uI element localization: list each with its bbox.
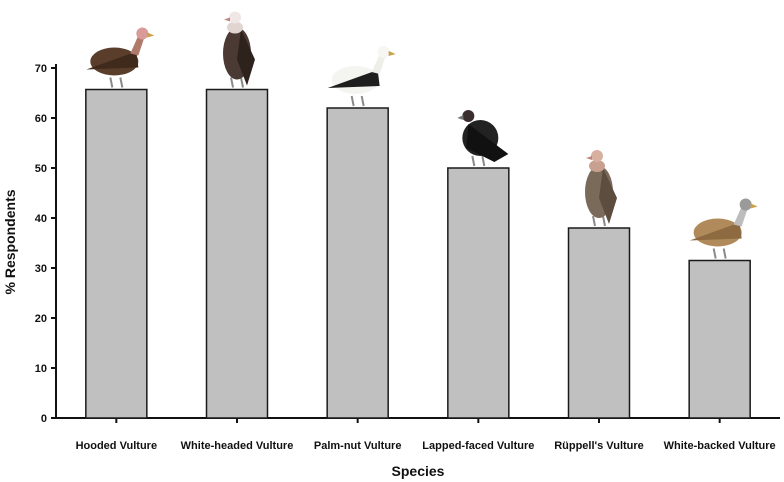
white-headed-vulture-icon (223, 12, 255, 88)
y-tick-label: 0 (41, 413, 47, 425)
hooded-vulture-icon (86, 28, 154, 88)
y-tick-label: 40 (35, 213, 47, 225)
y-tick-label: 30 (35, 263, 47, 275)
y-axis-title: % Respondents (2, 189, 18, 294)
x-category-label: Palm-nut Vulture (314, 440, 402, 452)
bar (569, 228, 630, 418)
y-tick-label: 70 (35, 63, 47, 75)
x-category-label: Lapped-faced Vulture (422, 440, 534, 452)
bar (448, 168, 509, 418)
x-category-label: White-backed Vulture (664, 440, 776, 452)
lapped-faced-vulture-icon (457, 110, 508, 166)
bar (689, 261, 750, 419)
bars (86, 90, 750, 419)
y-tick-label: 10 (35, 363, 47, 375)
bar (207, 90, 268, 419)
y-tick-label: 20 (35, 313, 47, 325)
palm-nut-vulture-icon (328, 46, 396, 106)
bar (86, 90, 147, 419)
x-category-label: Rüppell's Vulture (554, 440, 644, 452)
white-backed-vulture-icon (690, 199, 758, 259)
bird-illustrations (86, 12, 757, 259)
ruppells-vulture-icon (585, 150, 617, 226)
x-category-label: Hooded Vulture (76, 440, 157, 452)
y-tick-label: 50 (35, 163, 47, 175)
x-category-label: White-headed Vulture (181, 440, 294, 452)
bar (327, 108, 388, 418)
x-axis-title: Species (392, 463, 445, 479)
y-tick-label: 60 (35, 113, 47, 125)
